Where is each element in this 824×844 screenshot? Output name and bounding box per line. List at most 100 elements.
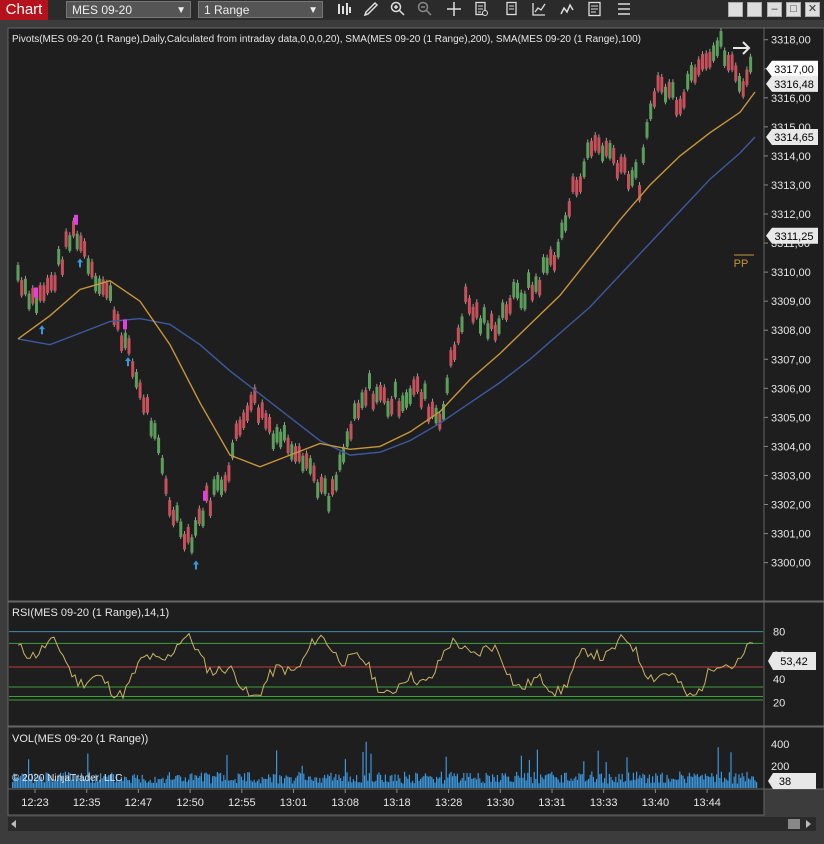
price-tick-label: 3300,00: [771, 558, 811, 570]
volume-bar: [610, 776, 612, 788]
price-bar: [97, 278, 101, 294]
volume-bar: [439, 777, 441, 788]
volume-bar: [330, 772, 332, 788]
data-box-icon[interactable]: [585, 1, 605, 19]
volume-bar: [556, 777, 558, 788]
scroll-right-icon[interactable]: [806, 820, 811, 828]
volume-bar: [605, 762, 607, 788]
lines-icon[interactable]: [557, 1, 577, 19]
time-tick-label: 12:55: [228, 797, 256, 809]
arrow-right-icon[interactable]: [733, 41, 751, 55]
volume-bar: [15, 776, 17, 788]
time-tick-label: 13:33: [590, 797, 618, 809]
properties-icon[interactable]: [471, 1, 491, 19]
volume-bar: [170, 779, 172, 788]
volume-bar: [418, 780, 420, 788]
volume-bar: [392, 781, 394, 788]
volume-bar: [224, 779, 226, 788]
price-axis[interactable]: [763, 27, 824, 602]
volume-bar: [367, 780, 369, 788]
volume-bar: [372, 781, 374, 788]
volume-bar: [613, 781, 615, 788]
volume-bar: [116, 774, 118, 788]
strategies-icon[interactable]: [502, 1, 522, 19]
volume-bar: [509, 781, 511, 788]
volume-bar: [720, 771, 722, 788]
volume-bar: [276, 750, 278, 788]
volume-bar: [706, 775, 708, 788]
maximize-button[interactable]: □: [786, 2, 801, 17]
volume-bar: [728, 772, 730, 788]
price-bar: [682, 92, 686, 108]
volume-bar: [511, 781, 513, 788]
price-bar: [419, 391, 423, 408]
volume-bar: [84, 779, 86, 788]
price-bar: [412, 379, 416, 395]
volume-bar: [239, 774, 241, 788]
price-bar: [201, 510, 205, 527]
rsi-label: RSI(MES 09-20 (1 Range),14,1): [12, 607, 169, 619]
interval-selector[interactable]: 1 Range ▼: [198, 1, 323, 18]
chevron-down-icon: ▼: [308, 5, 318, 16]
crosshair-icon[interactable]: [444, 1, 464, 19]
close-button[interactable]: ✕: [805, 2, 820, 17]
price-bar: [641, 147, 645, 163]
volume-bar: [245, 781, 247, 788]
volume-bar: [389, 775, 391, 788]
time-axis-ticks: 12:23 12:35 12:47 12:50 12:55 13:01 13:08 13:18…: [21, 789, 721, 809]
window-menu-button[interactable]: [728, 2, 743, 17]
volume-bar: [136, 775, 138, 788]
volume-bar: [215, 776, 217, 788]
volume-bar: [192, 780, 194, 788]
volume-bar: [711, 773, 713, 788]
instrument-selector[interactable]: MES 09-20 ▼: [66, 1, 191, 18]
volume-bar: [383, 781, 385, 788]
scroll-left-icon[interactable]: [11, 820, 16, 828]
price-bar: [294, 446, 297, 462]
volume-bar: [173, 778, 175, 788]
minimize-button[interactable]: [747, 2, 762, 17]
price-bar: [386, 401, 390, 417]
horizontal-scrollbar[interactable]: [8, 817, 816, 831]
price-tick-label: 3318,00: [771, 35, 811, 47]
indicators-icon[interactable]: [529, 1, 549, 19]
volume-bar: [485, 772, 487, 788]
price-bar: [319, 476, 323, 493]
price-bar: [327, 495, 331, 512]
scroll-thumb[interactable]: [788, 819, 800, 829]
time-tick-label: 12:47: [125, 797, 153, 809]
price-bar: [453, 344, 457, 360]
chart-area[interactable]: 3318,00 3317,00 3316,00 3315,00 3314,00 3313,…: [0, 20, 824, 839]
draw-icon[interactable]: [361, 1, 381, 19]
minimize-icon[interactable]: –: [767, 2, 782, 17]
volume-bar: [344, 759, 346, 788]
candles-icon[interactable]: [334, 1, 354, 19]
volume-bar: [256, 780, 258, 788]
menu-icon[interactable]: [614, 1, 634, 19]
price-tick-label: 3314,00: [771, 151, 811, 163]
price-bar: [449, 350, 453, 366]
price-flag: 3314,65: [766, 129, 818, 146]
price-bar: [216, 474, 220, 491]
volume-bar: [154, 776, 156, 788]
volume-bar: [314, 777, 316, 788]
volume-bar: [356, 775, 358, 788]
zoom-out-icon[interactable]: [415, 1, 435, 19]
time-axis[interactable]: [7, 788, 765, 816]
price-bar: [64, 231, 68, 247]
price-bar: [464, 286, 468, 303]
volume-bar: [680, 774, 682, 788]
price-bar: [83, 241, 87, 257]
price-bar: [564, 215, 568, 231]
price-bar: [497, 318, 501, 334]
volume-bar: [250, 780, 252, 788]
chart-canvas[interactable]: 3318,00 3317,00 3316,00 3315,00 3314,00 3313,…: [0, 20, 824, 839]
price-bar: [368, 373, 371, 389]
price-bar: [427, 406, 431, 423]
volume-bar: [138, 779, 140, 788]
zoom-in-icon[interactable]: [388, 1, 408, 19]
volume-bar: [696, 773, 698, 788]
volume-bar: [552, 775, 554, 788]
price-bar: [138, 382, 142, 399]
price-bar: [253, 387, 257, 403]
